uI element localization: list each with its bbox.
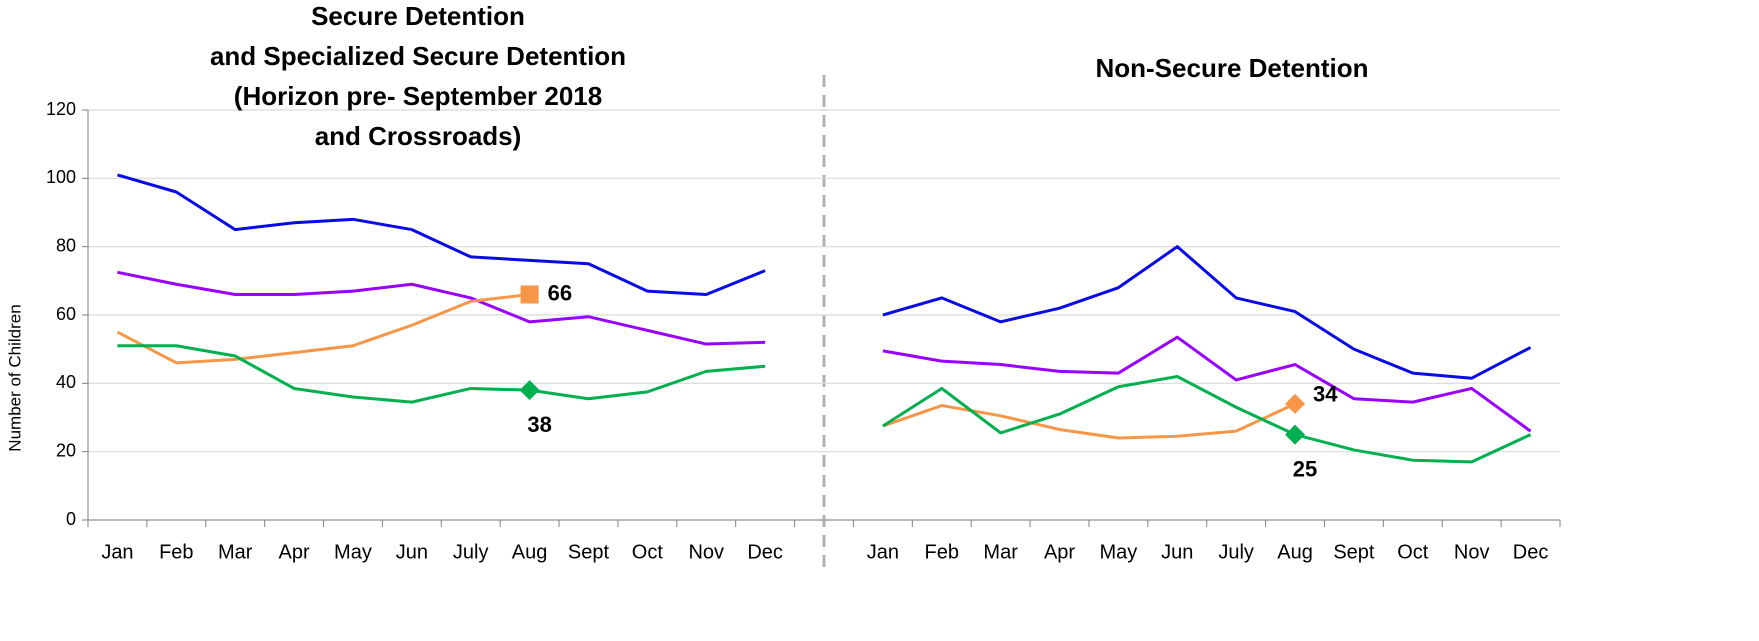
- x-tick-label: Oct: [632, 541, 664, 563]
- marker: [520, 285, 539, 304]
- line-series: [117, 173, 766, 296]
- x-tick-label: Oct: [1397, 541, 1429, 563]
- line-series: [117, 344, 766, 404]
- x-tick-label: July: [453, 541, 489, 563]
- data-label: 38: [527, 412, 551, 437]
- marker: [1285, 393, 1306, 414]
- chart-title: and Specialized Secure Detention: [210, 41, 626, 71]
- line-series: [117, 270, 766, 346]
- data-label: 25: [1293, 456, 1317, 481]
- x-tick-label: May: [334, 541, 372, 563]
- data-label: 66: [548, 280, 572, 305]
- line-series: [882, 335, 1532, 433]
- y-tick-label: 0: [66, 509, 76, 529]
- x-tick-label: Dec: [1513, 541, 1549, 563]
- chart-title: Non-Secure Detention: [1095, 53, 1368, 83]
- y-tick-label: 120: [46, 99, 76, 119]
- x-tick-label: Mar: [218, 541, 253, 563]
- x-tick-label: Feb: [159, 541, 193, 563]
- x-tick-label: Jan: [101, 541, 133, 563]
- y-axis-label: Number of Children: [5, 304, 24, 451]
- line-series: [882, 402, 1296, 440]
- chart-title: (Horizon pre- September 2018: [234, 81, 602, 111]
- y-tick-label: 60: [56, 304, 76, 324]
- x-tick-label: July: [1218, 541, 1254, 563]
- x-tick-label: Jun: [1161, 541, 1193, 563]
- x-tick-label: Mar: [983, 541, 1018, 563]
- chart-title: and Crossroads): [315, 121, 522, 151]
- x-tick-label: Apr: [279, 541, 310, 563]
- x-tick-label: Aug: [512, 541, 548, 563]
- marker: [1285, 424, 1306, 445]
- line-series: [882, 375, 1532, 464]
- x-tick-label: Aug: [1277, 541, 1313, 563]
- x-tick-label: Jun: [396, 541, 428, 563]
- x-tick-label: May: [1100, 541, 1138, 563]
- x-tick-label: Sept: [1333, 541, 1375, 563]
- x-tick-label: Feb: [925, 541, 959, 563]
- x-tick-label: Jan: [867, 541, 899, 563]
- x-tick-label: Dec: [747, 541, 783, 563]
- y-tick-label: 80: [56, 235, 76, 255]
- x-tick-label: Nov: [688, 541, 724, 563]
- data-label: 34: [1313, 382, 1338, 407]
- x-tick-label: Nov: [1454, 541, 1490, 563]
- chart-title: Secure Detention: [311, 1, 525, 31]
- x-tick-label: Apr: [1044, 541, 1075, 563]
- line-series: [116, 293, 530, 365]
- y-tick-label: 40: [56, 372, 76, 392]
- x-tick-label: Sept: [568, 541, 610, 563]
- y-tick-label: 100: [46, 167, 76, 187]
- y-tick-label: 20: [56, 440, 76, 460]
- marker: [519, 380, 540, 401]
- line-series: [882, 245, 1532, 380]
